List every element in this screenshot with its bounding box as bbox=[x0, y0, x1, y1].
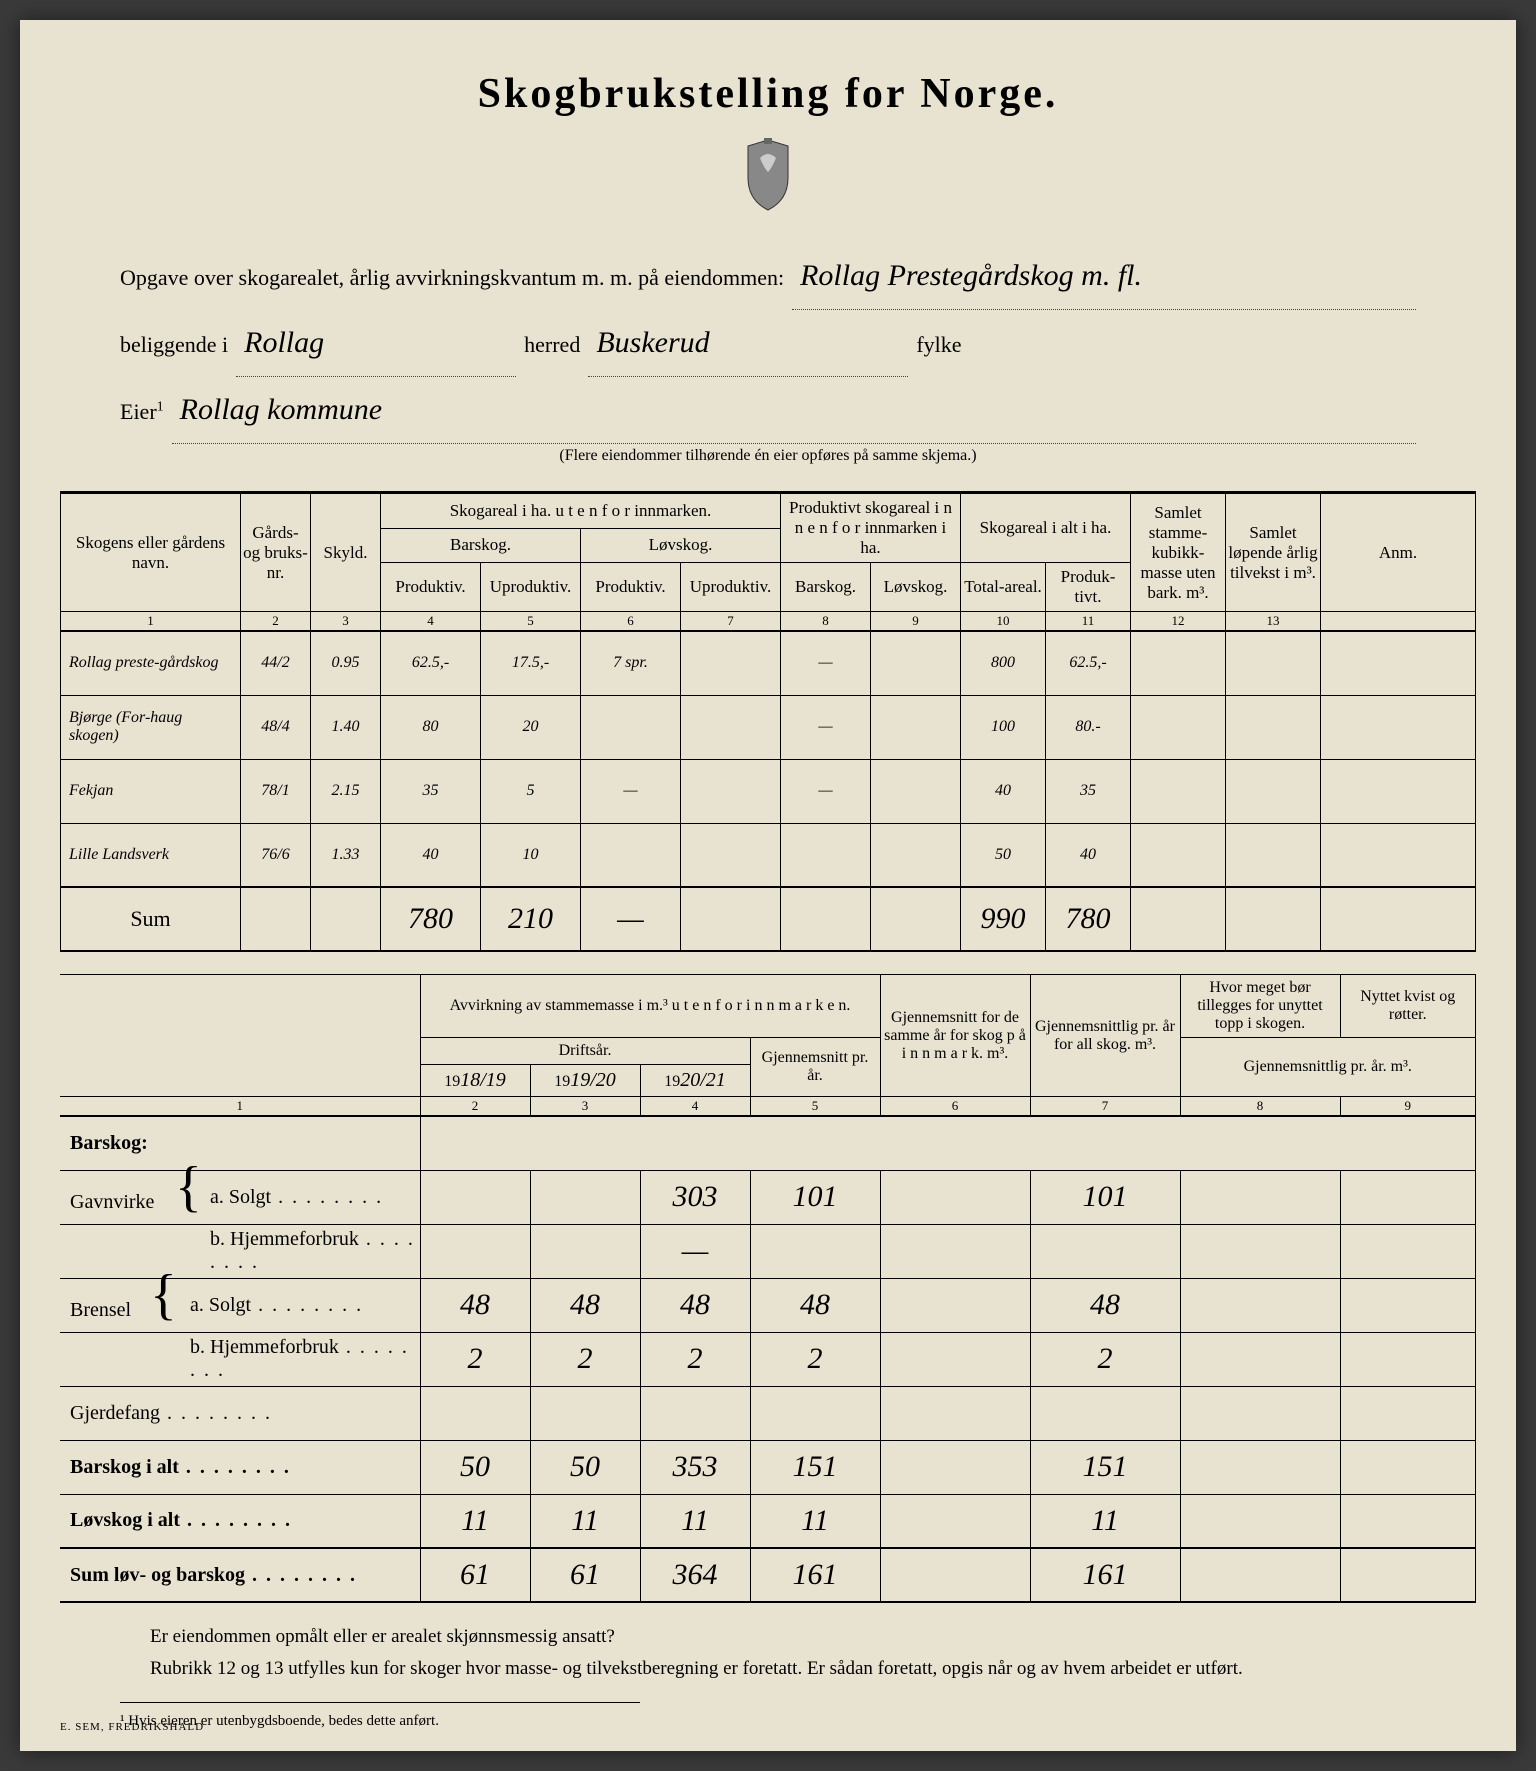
c89-sub: Gjennemsnittlig pr. år. m³. bbox=[1180, 1038, 1476, 1097]
eier-label: Eier1 bbox=[120, 388, 164, 436]
beliggende-label: beliggende i bbox=[120, 321, 228, 369]
c9: Løvskog. bbox=[871, 563, 961, 612]
c9-head: Nyttet kvist og røtter. bbox=[1340, 975, 1476, 1038]
footer-line1: Er eiendommen opmålt eller er arealet sk… bbox=[120, 1621, 1416, 1653]
year2: 1919/20 bbox=[530, 1065, 640, 1097]
owner-field: Rollag kommune bbox=[172, 377, 1416, 444]
col-ialt: Skogareal i alt i ha. bbox=[961, 494, 1131, 563]
barskog-ialt-row: Barskog i alt 5050353151151 bbox=[60, 1440, 1476, 1494]
c7: Uproduktiv. bbox=[681, 563, 781, 612]
form-page: Skogbrukstelling for Norge. Opgave over … bbox=[20, 20, 1516, 1751]
harvest-table: Avvirkning av stammemasse i m.³ u t e n … bbox=[60, 974, 1476, 1603]
gjerde-row: Gjerdefang bbox=[60, 1386, 1476, 1440]
col-12: Samlet stamme-kubikk-masse uten bark. m³… bbox=[1131, 494, 1226, 612]
herred-label: herred bbox=[524, 321, 580, 369]
sum-row: Sum 780 210 — 990 780 bbox=[61, 887, 1476, 951]
page-title: Skogbrukstelling for Norge. bbox=[60, 70, 1476, 118]
c7-head: Gjennemsnittlig pr. år for all skog. m³. bbox=[1030, 975, 1180, 1097]
col-skyld: Skyld. bbox=[311, 494, 381, 612]
footer-line2: Rubrikk 12 og 13 utfylles kun for skoger… bbox=[120, 1653, 1416, 1685]
col-barskog: Barskog. bbox=[381, 528, 581, 563]
col-name: Skogens eller gårdens navn. bbox=[61, 494, 241, 612]
coat-of-arms-icon bbox=[60, 138, 1476, 218]
sum-label: Sum bbox=[61, 887, 241, 951]
c8-head: Hvor meget bør tillegges for unyttet top… bbox=[1180, 975, 1340, 1038]
table-row: Rollag preste-gårdskog44/20.9562.5,-17.5… bbox=[61, 631, 1476, 695]
bren-solgt-row: Brensel { a. Solgt 4848484848 bbox=[60, 1278, 1476, 1332]
c8: Barskog. bbox=[781, 563, 871, 612]
c6: Produktiv. bbox=[581, 563, 681, 612]
gavn-hjem-row: b. Hjemmeforbruk — bbox=[60, 1224, 1476, 1278]
col-nr: Gårds- og bruks-nr. bbox=[241, 494, 311, 612]
printer-mark: E. SEM, FREDRIKSHALD bbox=[60, 1721, 204, 1733]
forest-area-table: Skogens eller gårdens navn. Gårds- og br… bbox=[60, 493, 1476, 952]
form-header: Opgave over skogarealet, årlig avvirknin… bbox=[60, 243, 1476, 473]
c5: Uproduktiv. bbox=[481, 563, 581, 612]
col-utenfor: Skogareal i ha. u t e n f o r innmarken. bbox=[381, 494, 781, 529]
c5-head: Gjennemsnitt pr. år. bbox=[750, 1038, 880, 1097]
municipality-field: Rollag bbox=[236, 310, 516, 377]
c11: Produk-tivt. bbox=[1046, 563, 1131, 612]
county-field: Buskerud bbox=[588, 310, 908, 377]
col-lovskog: Løvskog. bbox=[581, 528, 781, 563]
table-row: Fekjan78/12.15355——4035 bbox=[61, 759, 1476, 823]
year1: 1918/19 bbox=[420, 1065, 530, 1097]
c6-head: Gjennemsnitt for de samme år for skog p … bbox=[880, 975, 1030, 1097]
lovskog-ialt-row: Løvskog i alt 1111111111 bbox=[60, 1494, 1476, 1548]
col-numbers-2: 123456789 bbox=[60, 1097, 1476, 1117]
col-anm: Anm. bbox=[1321, 494, 1476, 612]
col-innenfor: Produktivt skogareal i n n e n f o r inn… bbox=[781, 494, 961, 563]
col-numbers: 123 4567 891011 1213 bbox=[61, 612, 1476, 632]
c4: Produktiv. bbox=[381, 563, 481, 612]
fylke-label: fylke bbox=[916, 321, 961, 369]
sum-all-row: Sum løv- og barskog 6161364161161 bbox=[60, 1548, 1476, 1602]
table-row: Lille Landsverk76/61.3340105040 bbox=[61, 823, 1476, 887]
table-row: Bjørge (For-haug skogen)48/41.408020—100… bbox=[61, 695, 1476, 759]
bren-hjem-row: b. Hjemmeforbruk 22222 bbox=[60, 1332, 1476, 1386]
c10: Total-areal. bbox=[961, 563, 1046, 612]
form-footer: Er eiendommen opmålt eller er arealet sk… bbox=[60, 1603, 1476, 1734]
barskog-header-row: Barskog: bbox=[60, 1116, 1476, 1170]
year3: 1920/21 bbox=[640, 1065, 750, 1097]
line1-label: Opgave over skogarealet, årlig avvirknin… bbox=[120, 254, 784, 302]
property-name: Rollag Prestegårdskog m. fl. bbox=[792, 243, 1416, 310]
col-13: Samlet løpende årlig tilvekst i m³. bbox=[1226, 494, 1321, 612]
driftsaar: Driftsår. bbox=[420, 1038, 750, 1065]
avvirkning-head: Avvirkning av stammemasse i m.³ u t e n … bbox=[420, 975, 880, 1038]
gavn-solgt-row: Gavnvirke { a. Solgt 303101101 bbox=[60, 1170, 1476, 1224]
